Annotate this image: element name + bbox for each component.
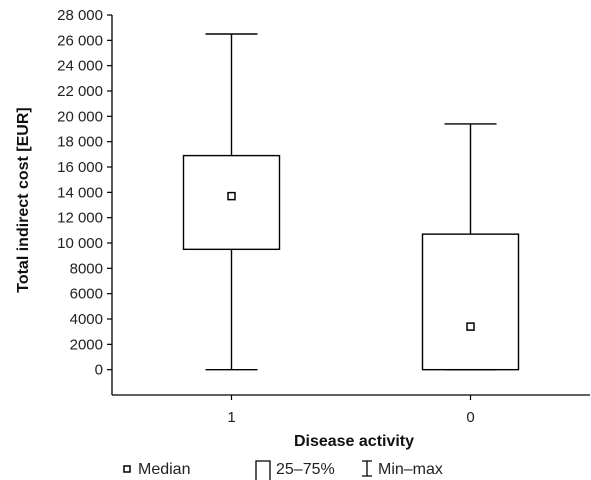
- box-iqr: [421, 233, 520, 371]
- y-tick-label: 22 000: [57, 83, 103, 100]
- y-tick-label: 24 000: [57, 58, 103, 75]
- y-tick-label: 16 000: [57, 159, 103, 176]
- y-tick-label: 28 000: [57, 7, 103, 24]
- plot-frame: [111, 15, 590, 396]
- legend-whisker-symbol: [362, 460, 372, 477]
- boxes: [182, 33, 520, 371]
- y-tick-label: 18 000: [57, 134, 103, 151]
- legend-median-symbol: [123, 465, 131, 473]
- y-axis: 0 2000 4000 6000 8000 10 000 12 000 14 000 16 00…: [57, 7, 112, 379]
- legend-median-label: Median: [138, 461, 190, 478]
- y-tick-label: 0: [95, 362, 103, 379]
- y-tick-label: 4000: [70, 311, 103, 328]
- x-axis-title: Disease activity: [294, 433, 414, 450]
- median-marker: [466, 322, 475, 331]
- y-tick-label: 8000: [70, 260, 103, 277]
- y-tick-label: 6000: [70, 286, 103, 303]
- y-axis-title: Total indirect cost [EUR]: [15, 107, 32, 293]
- box-iqr: [182, 154, 281, 251]
- y-tick-label: 10 000: [57, 235, 103, 252]
- x-tick-label: 1: [227, 409, 235, 426]
- x-tick-label: 0: [466, 409, 474, 426]
- legend-whisker-label: Min–max: [378, 461, 443, 478]
- legend: Median 25–75% Min–max: [123, 460, 443, 480]
- y-tick-label: 12 000: [57, 210, 103, 227]
- legend-box-label: 25–75%: [276, 461, 335, 478]
- y-tick-label: 14 000: [57, 184, 103, 201]
- legend-box-symbol: [255, 460, 271, 480]
- y-tick-label: 20 000: [57, 108, 103, 125]
- median-marker: [227, 191, 236, 201]
- y-tick-label: 26 000: [57, 32, 103, 49]
- y-tick-label: 2000: [70, 336, 103, 353]
